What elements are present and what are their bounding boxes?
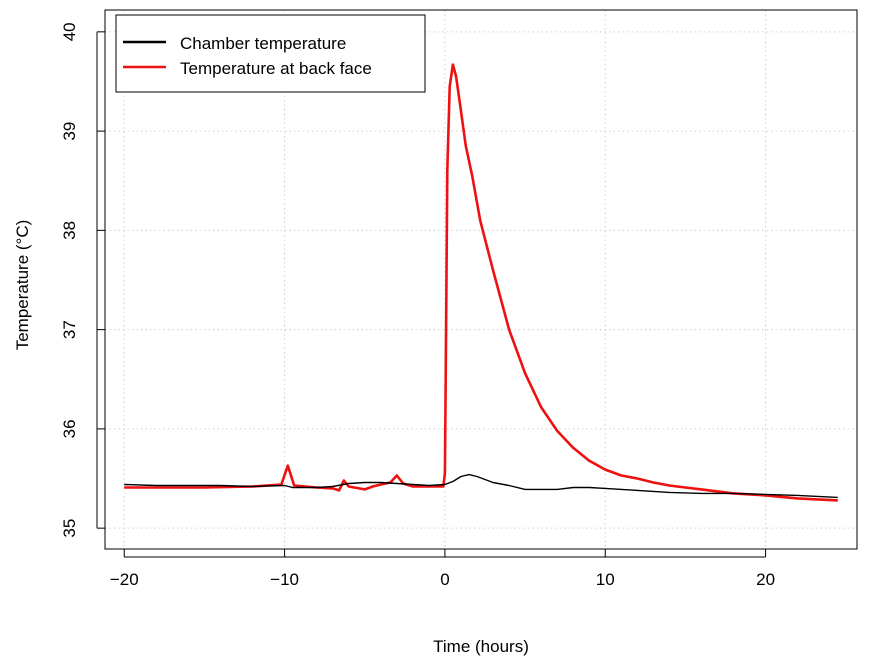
x-axis: −20 −10 0 10 20 [110,549,775,589]
series-line-back-face-temperature [124,63,838,502]
y-axis-label: Temperature (°C) [13,220,32,351]
y-tick-label: 38 [60,221,79,240]
series-line-chamber-temperature [124,473,838,499]
x-tick-label: 10 [596,570,615,589]
y-tick-label: 37 [60,320,79,339]
y-tick-label: 40 [60,22,79,41]
y-tick-label: 36 [60,419,79,438]
y-axis: 35 36 37 38 39 40 [60,22,105,538]
legend-label-back-face: Temperature at back face [180,59,372,78]
legend: Chamber temperature Temperature at back … [115,14,426,93]
legend-label-chamber: Chamber temperature [180,34,346,53]
x-tick-label: 0 [440,570,449,589]
grid [105,10,857,549]
y-tick-label: 39 [60,122,79,141]
x-tick-label: 20 [756,570,775,589]
legend-box [115,14,426,93]
y-tick-label: 35 [60,519,79,538]
x-tick-label: −20 [110,570,139,589]
x-tick-label: −10 [270,570,299,589]
plot-area-frame [104,9,858,550]
series-lines [124,63,838,502]
x-axis-label: Time (hours) [433,637,529,656]
